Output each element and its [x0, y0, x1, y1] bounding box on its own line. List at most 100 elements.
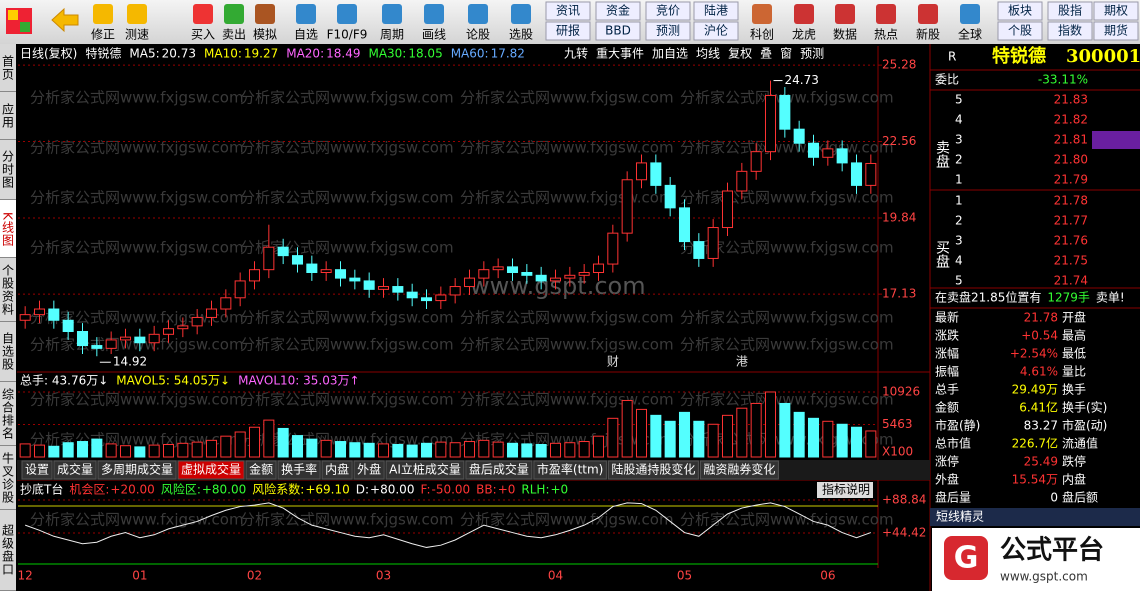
stat-label: 量比: [1062, 365, 1086, 379]
tab: 陆股通持股变化: [611, 462, 695, 477]
chart-button[interactable]: 九转: [564, 46, 588, 61]
buy-level: 5: [955, 274, 963, 288]
tab-bg[interactable]: [607, 460, 699, 480]
chart-button[interactable]: 叠: [760, 47, 772, 61]
stat-value: 25.49: [1024, 455, 1058, 469]
side-tab[interactable]: 分时图: [0, 140, 16, 201]
volume-bar: [535, 444, 547, 458]
quote-name: 特锐德: [992, 45, 1046, 67]
tool-button[interactable]: [595, 21, 641, 41]
tool-button[interactable]: [545, 1, 591, 21]
tab-bg[interactable]: [53, 460, 97, 480]
stat-label: 流通值: [1062, 436, 1098, 451]
volume-bar: [234, 431, 246, 458]
tab-bg[interactable]: [321, 460, 353, 480]
tool-icon[interactable]: [960, 4, 980, 24]
tool-icon[interactable]: [752, 4, 772, 24]
tool-button[interactable]: [1047, 21, 1093, 41]
volume-bar: [435, 441, 447, 458]
side-tab[interactable]: K线图: [0, 200, 16, 259]
stat-label: 振幅: [935, 364, 959, 379]
volume-header: MAVOL10: 35.03万↑: [238, 374, 359, 388]
tool-button[interactable]: [997, 21, 1043, 41]
tool-icon[interactable]: [794, 4, 814, 24]
tool-button[interactable]: [1093, 21, 1139, 41]
volume-bar: [334, 441, 347, 458]
chart-button[interactable]: 重大事件: [596, 47, 644, 61]
tab: AI立桩成交量: [389, 462, 461, 477]
tool-button[interactable]: [1093, 1, 1139, 21]
candle-body: [707, 227, 719, 259]
tab-bg[interactable]: [353, 460, 385, 480]
chart-button[interactable]: 均线: [696, 47, 720, 61]
tool-button[interactable]: [997, 1, 1043, 21]
chart-button[interactable]: 预测: [800, 47, 824, 61]
help-button-bg[interactable]: [817, 482, 873, 498]
tool-icon[interactable]: [193, 4, 213, 24]
buy-price: 21.74: [1054, 274, 1088, 288]
tool-icon[interactable]: [382, 4, 402, 24]
watermark: 分析家公式网www.fxjgsw.com: [30, 139, 244, 157]
sell-price: 21.82: [1054, 113, 1088, 127]
side-tab[interactable]: 综合排名: [0, 382, 16, 447]
stat-label: 跌停: [1062, 454, 1086, 469]
tab: 盘后成交量: [469, 462, 529, 477]
tool-icon[interactable]: [296, 4, 316, 24]
tab-bg[interactable]: [699, 460, 779, 480]
side-tab[interactable]: 自选股: [0, 322, 16, 383]
watermark: 分析家公式网www.fxjgsw.com: [680, 309, 894, 327]
chart-button[interactable]: 窗: [780, 47, 792, 61]
candle-body: [162, 328, 175, 335]
stock-name: 特锐德: [85, 46, 121, 61]
back-button[interactable]: [51, 7, 79, 33]
y-tick-label: +44.42: [882, 525, 926, 539]
watermark: 分析家公式网www.fxjgsw.com: [460, 391, 674, 409]
tool-button[interactable]: [693, 1, 739, 21]
tool-icon[interactable]: [511, 4, 531, 24]
period: 日线(复权): [20, 47, 77, 61]
stat-value: 226.7亿: [1012, 436, 1058, 451]
tab-bg[interactable]: [245, 460, 277, 480]
candle-body: [320, 269, 332, 273]
tool-icon[interactable]: [93, 4, 113, 24]
tool-button[interactable]: [595, 1, 641, 21]
tab-bg[interactable]: [465, 460, 533, 480]
stat-label: 总手: [935, 383, 959, 397]
tab-bg[interactable]: [385, 460, 465, 480]
side-tab[interactable]: 个股资料: [0, 258, 16, 323]
tool-icon[interactable]: [337, 4, 357, 24]
tool-button[interactable]: [645, 1, 691, 21]
tool-icon[interactable]: [876, 4, 896, 24]
stat-value: 21.78: [1024, 311, 1058, 325]
tab-bg[interactable]: [97, 460, 177, 480]
tool-icon[interactable]: [468, 4, 488, 24]
tool-icon[interactable]: [255, 4, 275, 24]
tool-icon[interactable]: [127, 4, 147, 24]
tool-button[interactable]: [645, 21, 691, 41]
volume-bar: [736, 407, 748, 458]
stat-value: 6.41亿: [1019, 400, 1058, 415]
side-tab[interactable]: 牛叉诊股: [0, 446, 16, 511]
stat-label: 换手: [1062, 383, 1086, 397]
chart-button[interactable]: 加自选: [652, 47, 688, 61]
volume-bar: [650, 414, 662, 458]
tab-bg[interactable]: [277, 460, 321, 480]
tab-bg[interactable]: [533, 460, 607, 480]
tool-button[interactable]: [693, 21, 739, 41]
tool-icon[interactable]: [918, 4, 938, 24]
tab: 外盘: [357, 462, 381, 477]
side-tab[interactable]: 超级盘口: [0, 510, 16, 591]
side-tab[interactable]: 首页: [0, 44, 16, 93]
tab-bg[interactable]: [177, 460, 245, 480]
tab: 成交量: [57, 462, 93, 477]
watermark: 分析家公式网www.fxjgsw.com: [460, 511, 674, 529]
chart-button[interactable]: 复权: [728, 47, 752, 61]
tab-bg[interactable]: [21, 460, 53, 480]
side-tabs: 首页 应用 分时图 K线图 个股资料 自选股 综合排名 牛叉诊股 超级盘口: [0, 44, 16, 591]
tool-icon[interactable]: [224, 4, 244, 24]
tool-icon[interactable]: [835, 4, 855, 24]
side-tab[interactable]: 应用: [0, 92, 16, 141]
tool-icon[interactable]: [424, 4, 444, 24]
tool-button[interactable]: [1047, 1, 1093, 21]
tool-button[interactable]: [545, 21, 591, 41]
